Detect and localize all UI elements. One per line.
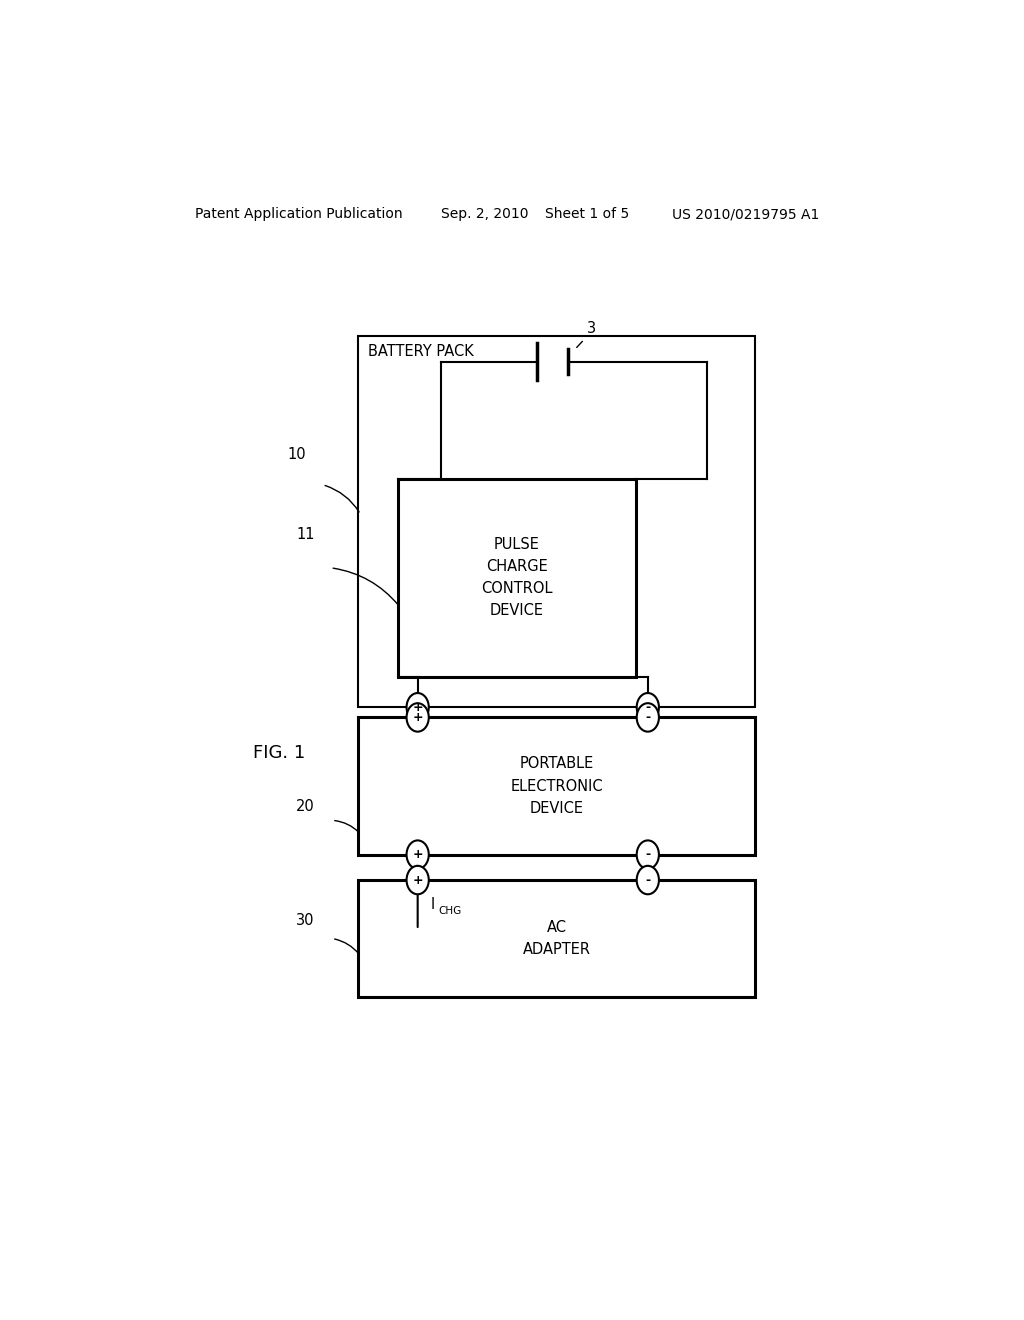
Text: -: - [645,849,650,861]
Text: 20: 20 [296,799,314,814]
Text: 11: 11 [296,527,314,541]
Bar [358,880,755,997]
Text: AC
ADAPTER: AC ADAPTER [522,920,591,957]
Text: PULSE
CHARGE
CONTROL
DEVICE: PULSE CHARGE CONTROL DEVICE [481,537,553,619]
Circle shape [407,693,429,722]
Text: +: + [413,874,423,887]
Text: +: + [413,701,423,714]
Bar [397,479,636,677]
Circle shape [637,693,658,722]
Text: 3: 3 [587,321,596,337]
Text: -: - [645,874,650,887]
Bar [358,337,755,708]
Text: CHG: CHG [438,906,462,916]
Text: FIG. 1: FIG. 1 [253,744,305,762]
Circle shape [637,841,658,869]
Text: PORTABLE
ELECTRONIC
DEVICE: PORTABLE ELECTRONIC DEVICE [510,756,603,816]
Text: 10: 10 [288,447,306,462]
Text: US 2010/0219795 A1: US 2010/0219795 A1 [672,207,819,222]
Text: -: - [645,711,650,723]
Text: +: + [413,849,423,861]
Text: Sheet 1 of 5: Sheet 1 of 5 [545,207,629,222]
Circle shape [407,841,429,869]
Text: -: - [645,701,650,714]
Text: I: I [430,896,434,912]
Circle shape [637,704,658,731]
Text: +: + [413,711,423,723]
Text: Sep. 2, 2010: Sep. 2, 2010 [441,207,529,222]
Circle shape [407,704,429,731]
Circle shape [407,866,429,894]
Bar [358,718,755,854]
Text: BATTERY PACK: BATTERY PACK [368,345,473,359]
Circle shape [637,866,658,894]
Text: 30: 30 [296,913,314,928]
Text: Patent Application Publication: Patent Application Publication [196,207,403,222]
